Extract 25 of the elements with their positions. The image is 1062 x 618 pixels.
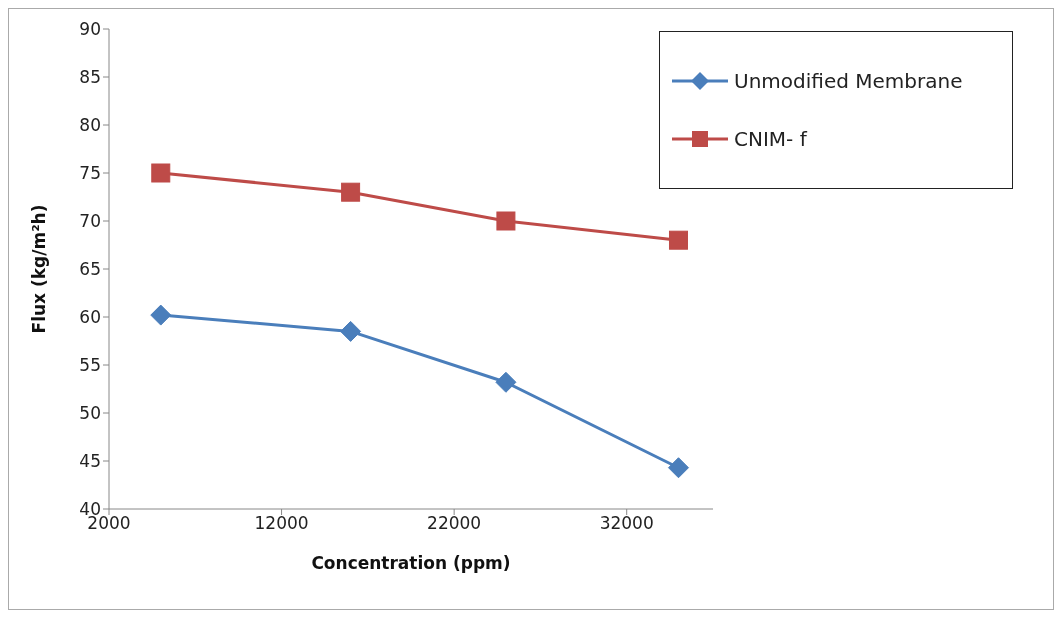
y-tick-label: 55 xyxy=(79,355,101,376)
x-tick-label: 12000 xyxy=(254,513,309,534)
point xyxy=(667,457,689,479)
x-tick-label: 32000 xyxy=(599,513,654,534)
y-tick-label: 75 xyxy=(79,163,101,184)
point xyxy=(496,211,516,231)
y-tick-label: 45 xyxy=(79,451,101,472)
x-tick-label: 22000 xyxy=(427,513,482,534)
y-tick-label: 50 xyxy=(79,403,101,424)
y-tick-label: 60 xyxy=(79,307,101,328)
y-tick-label: 70 xyxy=(79,211,101,232)
point xyxy=(150,304,172,326)
point xyxy=(341,182,361,202)
point xyxy=(668,230,688,250)
y-tick-label: 65 xyxy=(79,259,101,280)
point xyxy=(495,371,517,393)
x-axis-title: Concentration (ppm) xyxy=(311,553,511,573)
y-tick-label: 80 xyxy=(79,115,101,136)
point xyxy=(151,163,171,183)
legend-label: Unmodified Membrane xyxy=(734,69,963,93)
legend-label: CNIM- f xyxy=(734,127,807,151)
y-tick-label: 85 xyxy=(79,67,101,88)
y-tick-label: 90 xyxy=(79,19,101,40)
y-axis-title: Flux (kg/m²h) xyxy=(29,204,50,334)
point xyxy=(340,320,362,342)
